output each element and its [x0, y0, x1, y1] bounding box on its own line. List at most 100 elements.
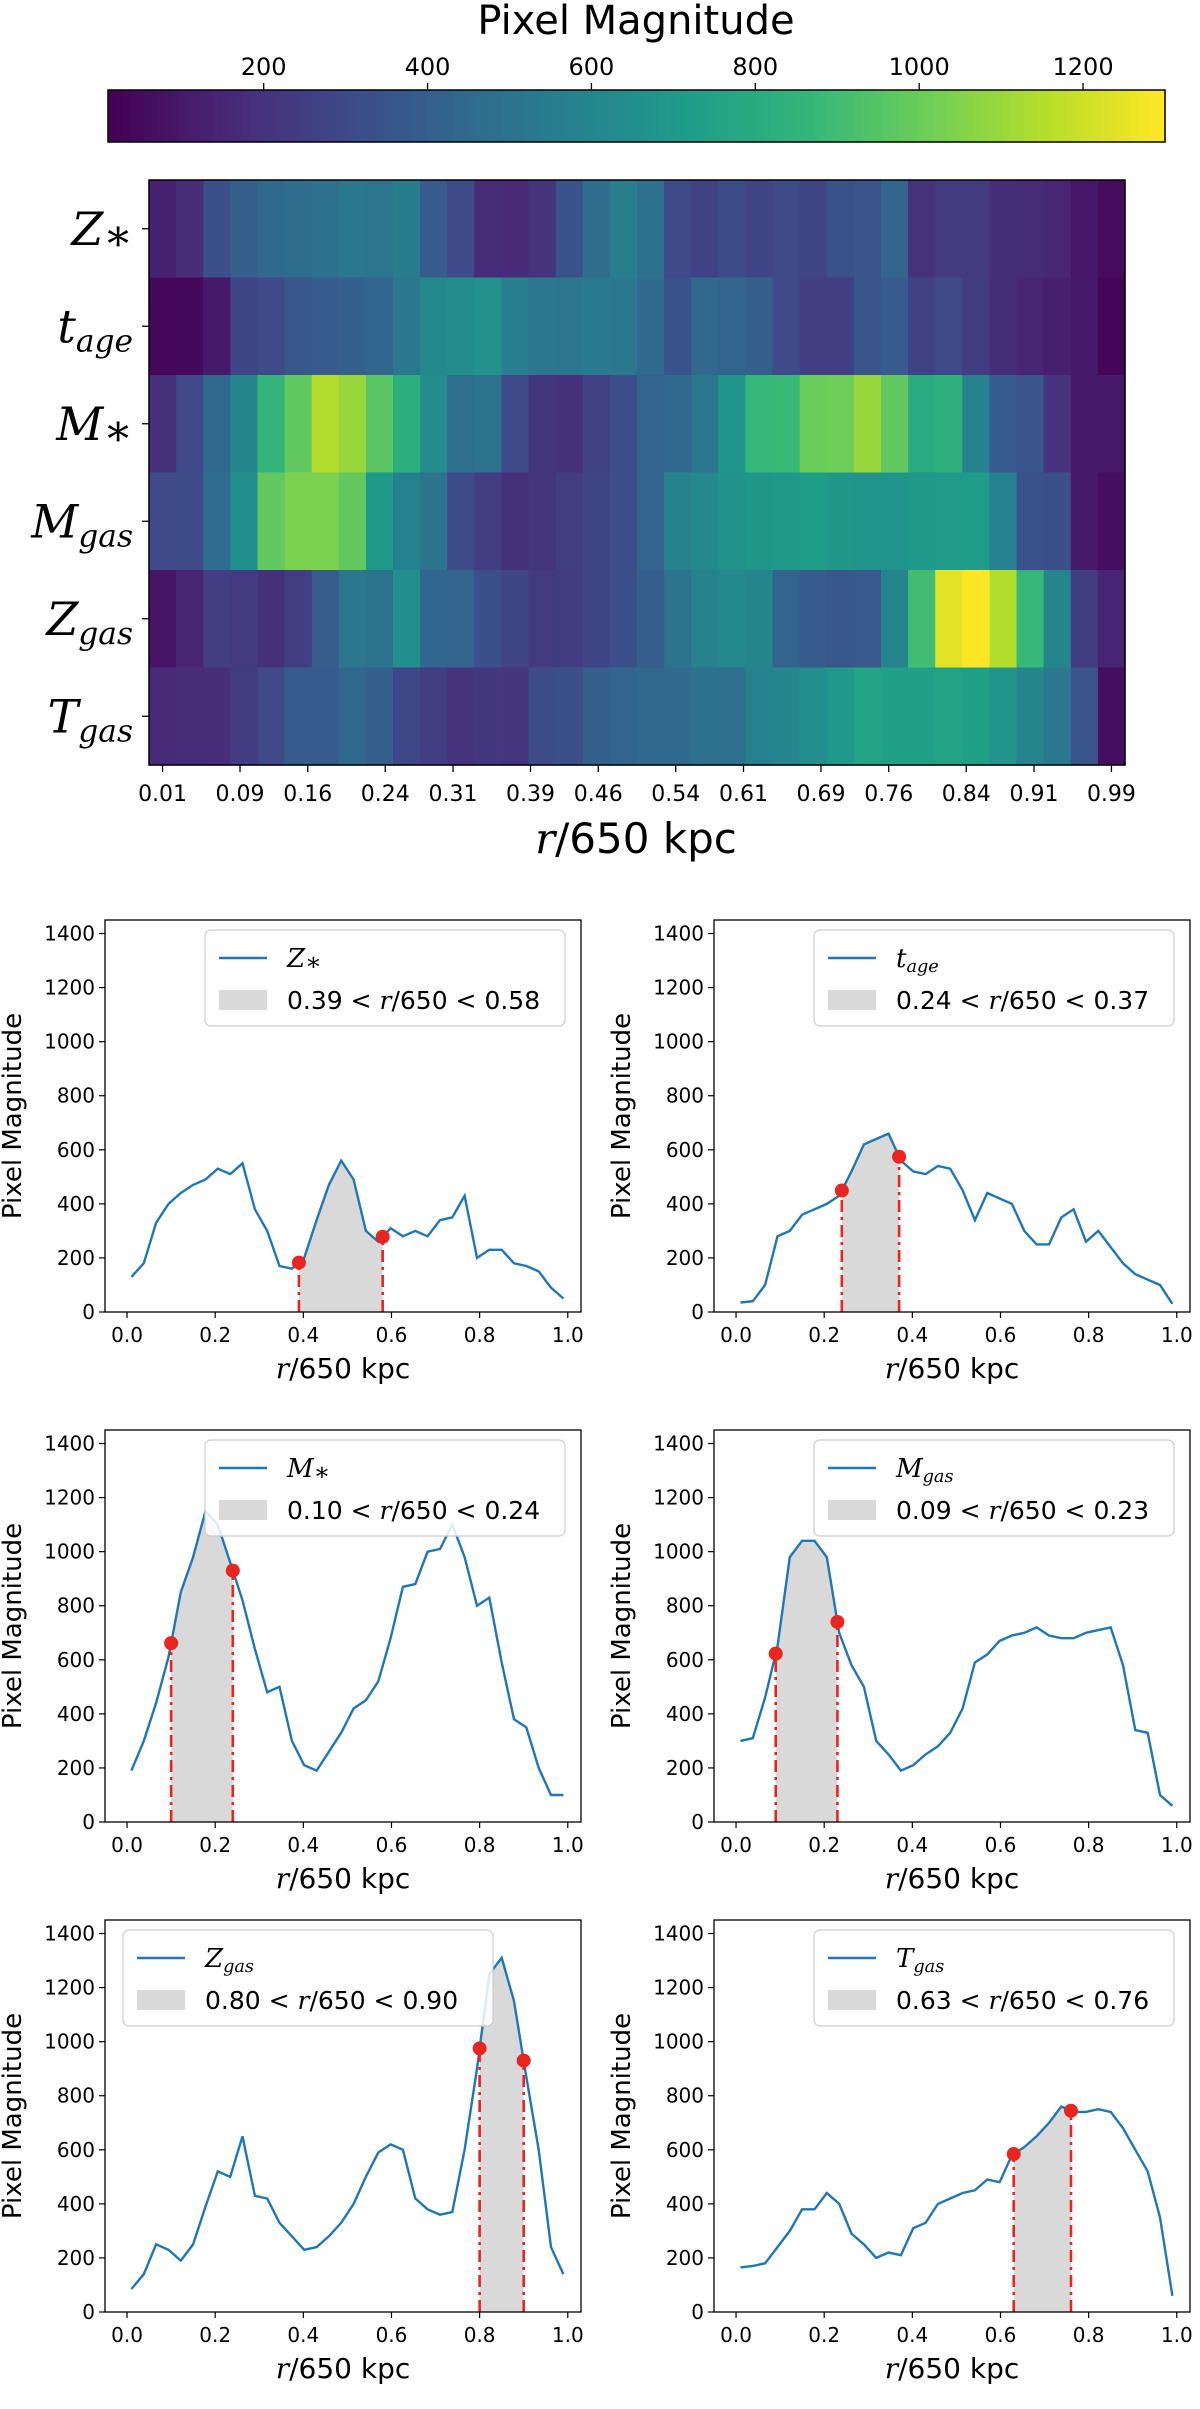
colorbar-segment — [812, 90, 821, 142]
span-boundary-marker — [516, 2053, 531, 2068]
colorbar-segment — [439, 90, 448, 142]
colorbar-frame — [107, 89, 1166, 143]
heatmap-cell — [420, 667, 448, 766]
colorbar-segment — [136, 90, 145, 142]
heatmap-cell — [284, 375, 313, 474]
colorbar-segment — [382, 90, 391, 142]
heatmap-cell — [311, 375, 340, 474]
heatmap-cell — [691, 277, 719, 376]
colorbar-segment — [756, 90, 765, 142]
colorbar-segment — [678, 90, 687, 142]
heatmap-cell — [420, 570, 448, 669]
colorbar-segment — [664, 90, 673, 142]
heatmap-cell — [203, 570, 231, 669]
colorbar-segment — [798, 90, 807, 142]
heatmap-cell — [257, 667, 286, 766]
x-tick-label: 0.2 — [808, 1323, 840, 1347]
colorbar-tick-label: 1200 — [1053, 53, 1114, 81]
heatmap-cell — [1016, 180, 1045, 279]
colorbar-segment — [1038, 90, 1047, 142]
heatmap-cell — [1097, 667, 1126, 766]
y-tick-label: 1400 — [44, 922, 95, 946]
x-tick-label: 0.0 — [720, 1323, 752, 1347]
heatmap-x-tick-label: 0.61 — [719, 782, 768, 807]
heatmap-cell — [230, 375, 259, 474]
colorbar-segment — [396, 90, 405, 142]
colorbar-segment — [566, 90, 574, 142]
colorbar-segment — [953, 90, 962, 142]
span-boundary-marker — [1064, 2103, 1078, 2118]
x-tick-label: 0.6 — [376, 1833, 408, 1857]
y-axis-label: Pixel Magnitude — [607, 1013, 637, 1219]
y-tick-label: 1200 — [653, 976, 704, 1000]
heatmap-cell — [528, 180, 557, 279]
heatmap-cell — [474, 570, 503, 669]
colorbar-segment — [861, 90, 870, 142]
heatmap-cell — [881, 570, 909, 669]
y-tick-label: 1000 — [44, 1540, 95, 1564]
heatmap-cell — [637, 180, 665, 279]
heatmap-cell — [284, 277, 313, 376]
colorbar-segment — [284, 90, 293, 142]
colorbar-segment — [389, 90, 398, 142]
heatmap-cell — [528, 570, 557, 669]
heatmap-x-tick-label: 0.91 — [1009, 782, 1058, 807]
heatmap-cell — [338, 667, 367, 766]
colorbar-segment — [1129, 90, 1138, 142]
heatmap-cell — [799, 667, 828, 766]
heatmap-cell — [555, 277, 584, 376]
heatmap-cell — [664, 472, 692, 571]
heatmap-cell — [962, 570, 991, 669]
colorbar-segment — [354, 90, 363, 142]
heatmap-cell — [745, 570, 774, 669]
heatmap-cell — [474, 375, 503, 474]
heatmap-cell — [664, 375, 692, 474]
heatmap-cell — [176, 472, 204, 571]
subplot-1: 0 200 400 600 800 1000 1200 1400 0.0 0.2 0.4 0.6 0.8… — [0, 919, 584, 1385]
subplot-5: 0 200 400 600 800 1000 1200 1400 0.0 0.2 0.4 0.6 0.8… — [0, 1919, 584, 2385]
shaded-span — [841, 1133, 900, 1312]
heatmap-cell — [1043, 472, 1072, 571]
colorbar-segment — [988, 90, 997, 142]
colorbar-segment — [629, 90, 638, 142]
heatmap-cell — [772, 277, 801, 376]
heatmap-cell — [1097, 277, 1126, 376]
heatmap-cell — [393, 375, 421, 474]
heatmap-cell — [962, 277, 991, 376]
legend-frame — [813, 929, 1175, 1027]
heatmap-row-label: Zgas — [44, 592, 133, 652]
colorbar-tick-label: 800 — [732, 53, 778, 81]
heatmap-cell — [664, 570, 692, 669]
heatmap-x-tick-label: 0.46 — [574, 782, 623, 807]
x-tick-label: 0.0 — [720, 2323, 752, 2347]
legend-series-label: Tgas — [896, 1944, 944, 1977]
x-tick-label: 0.2 — [199, 1323, 231, 1347]
colorbar-segment — [530, 90, 539, 142]
colorbar-segment — [854, 90, 863, 142]
span-boundary-marker — [830, 1614, 845, 1629]
colorbar-segment — [150, 90, 159, 142]
heatmap-cell — [853, 472, 882, 571]
colorbar-segment — [333, 90, 342, 142]
legend-span-label: 0.63 < r/650 < 0.76 — [896, 1986, 1149, 2015]
legend: Z∗ 0.39 < r/650 < 0.58 — [204, 929, 566, 1027]
heatmap-cell — [176, 667, 204, 766]
heatmap-cell — [257, 570, 286, 669]
x-tick-label: 1.0 — [552, 1833, 584, 1857]
x-tick-label: 1.0 — [552, 1323, 584, 1347]
shaded-span — [298, 1160, 383, 1312]
y-tick-label: 800 — [666, 1594, 704, 1618]
y-tick-label: 1000 — [44, 1030, 95, 1054]
heatmap-cell — [203, 277, 231, 376]
colorbar-tick-label: 1000 — [889, 53, 950, 81]
heatmap-cell — [149, 570, 177, 669]
colorbar-segment — [911, 90, 920, 142]
colorbar-segment — [847, 90, 856, 142]
colorbar-segment — [728, 90, 736, 142]
colorbar-label: Pixel Magnitude — [477, 0, 794, 44]
heatmap-cell — [1016, 570, 1045, 669]
series-line — [740, 1539, 1174, 1807]
x-tick-label: 0.6 — [376, 1323, 408, 1347]
span-boundary-marker — [164, 1636, 179, 1651]
